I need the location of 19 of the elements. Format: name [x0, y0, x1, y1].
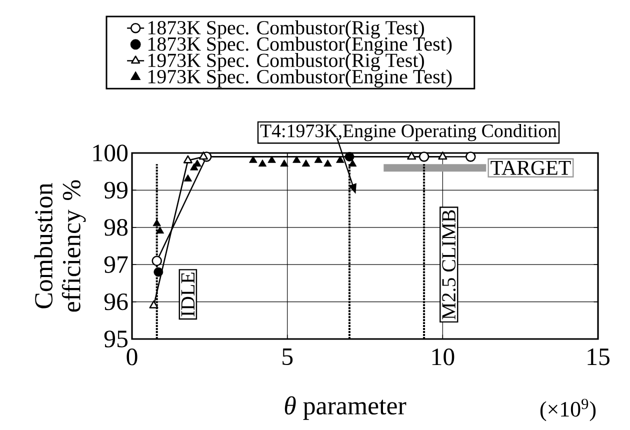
x-tick-label: 0: [126, 348, 138, 366]
y-tick-label: 95: [104, 330, 128, 348]
ref-line-label: IDLE: [181, 272, 194, 316]
x-tick-label: 5: [282, 348, 293, 366]
y-tick-label: 100: [93, 144, 128, 162]
y-tick-label: 96: [104, 293, 128, 310]
text: (×10$^{9}$): [540, 398, 596, 422]
x-axis-title: θ parameter: [284, 396, 406, 420]
legend-label: 1873K Spec. Combustor(Engine Test): [148, 36, 452, 55]
x-tick-label: 15: [588, 348, 610, 366]
band-label: TARGET: [490, 160, 571, 175]
y-axis-title: Combustion efficiency %: [34, 180, 86, 312]
y-tick-label: 97: [104, 256, 128, 273]
ref-line-label: M2.5 CLIMB: [442, 210, 456, 320]
y-tick-label: 98: [104, 219, 128, 236]
legend-label: 1973K Spec. Combustor(Engine Test): [148, 69, 452, 88]
text: T4:1973K,Engine Operating Condition: [260, 124, 557, 142]
y-tick-label: 99: [104, 182, 128, 199]
x-tick-label: 10: [432, 348, 454, 366]
